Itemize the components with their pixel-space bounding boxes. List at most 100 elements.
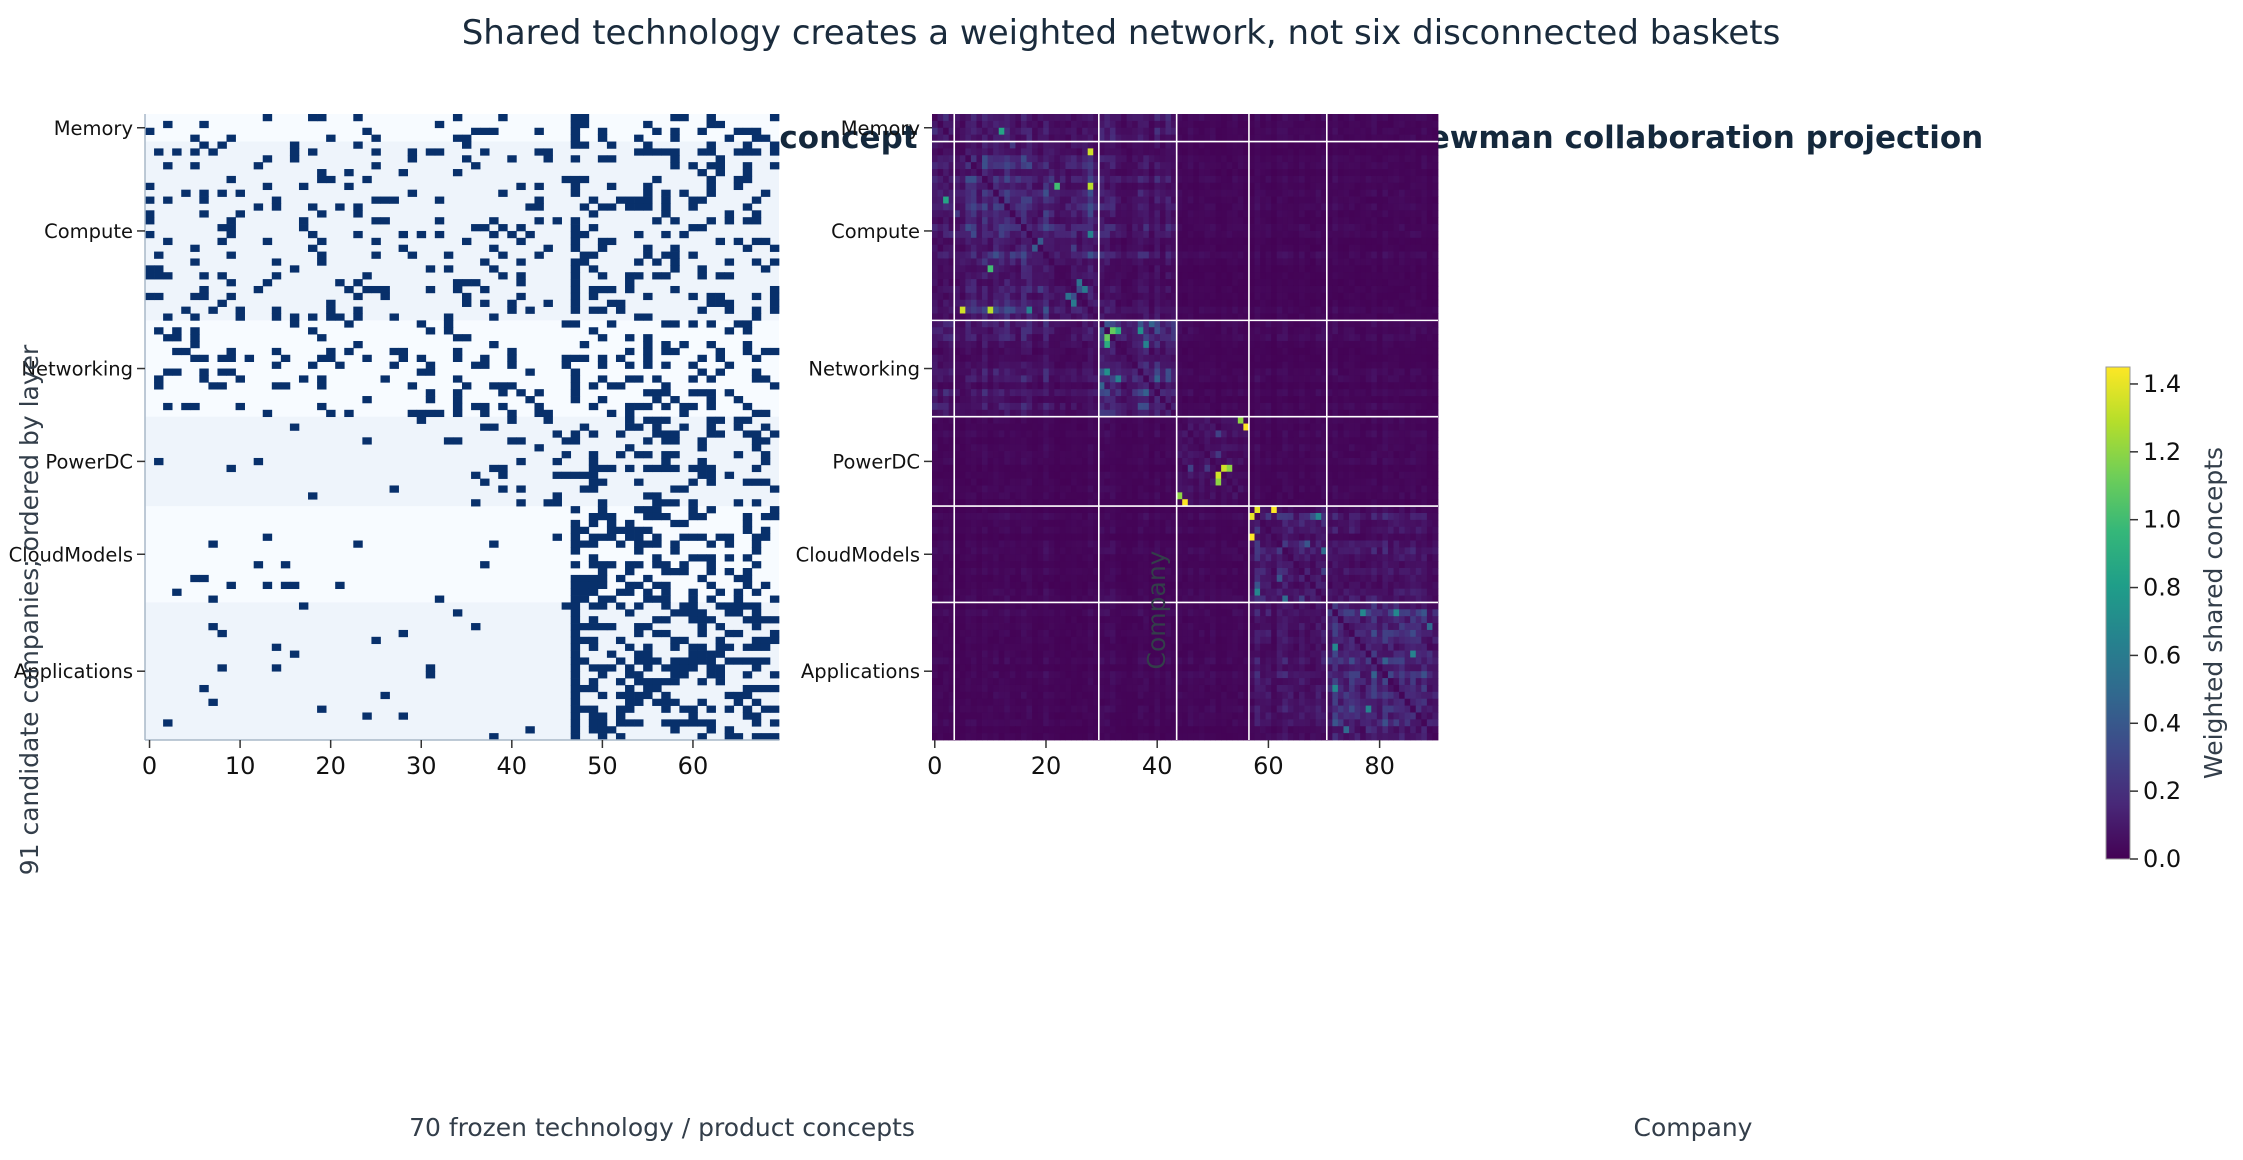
projection-cell	[1132, 251, 1139, 259]
projection-cell	[1321, 175, 1328, 184]
projection-cell	[1098, 327, 1105, 335]
projection-cell	[1132, 375, 1139, 383]
projection-cell	[982, 320, 988, 328]
projection-cell	[1276, 244, 1283, 252]
projection-cell	[1015, 258, 1022, 266]
matrix-cell	[516, 279, 526, 287]
projection-cell	[1387, 361, 1394, 369]
projection-cell	[1393, 258, 1400, 266]
matrix-cell	[471, 279, 481, 287]
matrix-cell	[697, 719, 707, 727]
projection-cell	[1126, 134, 1133, 142]
projection-cell	[932, 127, 938, 136]
projection-cell	[1032, 306, 1039, 314]
projection-cell	[1026, 217, 1033, 225]
projection-cell	[1382, 285, 1389, 294]
projection-cell	[948, 347, 955, 356]
matrix-cell	[615, 733, 626, 741]
matrix-cell	[625, 609, 635, 617]
matrix-cell	[679, 609, 689, 617]
projection-cell	[954, 327, 961, 335]
projection-cell	[1204, 217, 1211, 225]
matrix-cell	[643, 588, 653, 596]
matrix-cell	[634, 423, 644, 431]
projection-cell	[1015, 244, 1022, 252]
projection-cell	[1204, 189, 1211, 197]
projection-cell	[1304, 389, 1311, 397]
projection-cell	[1354, 155, 1361, 163]
projection-cell	[976, 258, 983, 266]
projection-cell	[1421, 272, 1428, 280]
projection-cell	[1237, 313, 1244, 321]
projection-cell	[1165, 127, 1172, 136]
projection-cell	[1048, 230, 1055, 239]
projection-cell	[1232, 217, 1239, 225]
projection-cell	[1059, 217, 1066, 225]
projection-cell	[1048, 334, 1055, 342]
projection-cell	[1020, 210, 1027, 218]
projection-cell	[1221, 127, 1228, 136]
matrix-cell	[679, 402, 689, 411]
projection-cell	[1387, 306, 1394, 314]
projection-cell	[1093, 313, 1100, 321]
projection-cell	[1343, 292, 1350, 301]
projection-cell	[987, 375, 994, 383]
projection-cell	[1137, 327, 1144, 335]
projection-cell	[1421, 134, 1428, 142]
projection-cell	[1298, 375, 1305, 383]
projection-cell	[1165, 375, 1172, 383]
projection-cell	[1304, 230, 1311, 239]
projection-cell	[1387, 320, 1394, 328]
projection-cell	[1037, 120, 1044, 129]
projection-cell	[1182, 354, 1189, 363]
projection-cell	[1109, 230, 1116, 239]
matrix-cell	[570, 574, 581, 583]
projection-cell	[1087, 210, 1094, 218]
projection-cell	[1026, 148, 1033, 156]
projection-cell	[1121, 265, 1128, 273]
projection-cell	[1215, 162, 1222, 170]
projection-cell	[1115, 265, 1122, 273]
projection-cell	[1371, 203, 1378, 211]
projection-cell	[1059, 203, 1066, 211]
projection-cell	[1265, 120, 1272, 129]
matrix-cell	[516, 437, 526, 445]
projection-cell	[1371, 251, 1378, 259]
projection-cell	[948, 203, 955, 211]
projection-cell	[1026, 279, 1033, 287]
projection-cell	[1243, 327, 1250, 335]
projection-cell	[976, 230, 983, 239]
projection-cell	[1171, 203, 1178, 211]
projection-cell	[1326, 327, 1333, 335]
matrix-cell	[452, 354, 463, 362]
matrix-cell	[561, 361, 572, 369]
matrix-cell	[335, 203, 345, 211]
projection-cell	[1171, 265, 1178, 273]
projection-cell	[1332, 389, 1339, 397]
projection-cell	[1115, 148, 1122, 156]
matrix-cell	[615, 526, 626, 534]
projection-cell	[1221, 306, 1228, 314]
projection-cell	[1376, 210, 1383, 218]
projection-cell	[1315, 127, 1322, 136]
projection-cell	[1054, 375, 1061, 383]
projection-cell	[1426, 155, 1433, 163]
matrix-cell	[733, 416, 744, 424]
matrix-cell	[724, 471, 735, 479]
projection-cell	[1265, 114, 1272, 122]
matrix-cell	[661, 148, 671, 156]
projection-cell	[1076, 127, 1083, 136]
projection-cell	[1109, 237, 1116, 246]
projection-cell	[1365, 285, 1372, 294]
projection-cell	[1332, 334, 1339, 342]
projection-cell	[1071, 341, 1077, 349]
projection-cell	[1148, 114, 1155, 122]
projection-cell	[1337, 306, 1344, 314]
projection-cell	[1076, 389, 1083, 397]
projection-cell	[1310, 224, 1317, 232]
projection-cell	[1104, 396, 1111, 404]
projection-cell	[1043, 127, 1050, 136]
projection-cell	[998, 210, 1005, 218]
projection-cell	[1098, 313, 1105, 321]
projection-cell	[1087, 313, 1094, 321]
